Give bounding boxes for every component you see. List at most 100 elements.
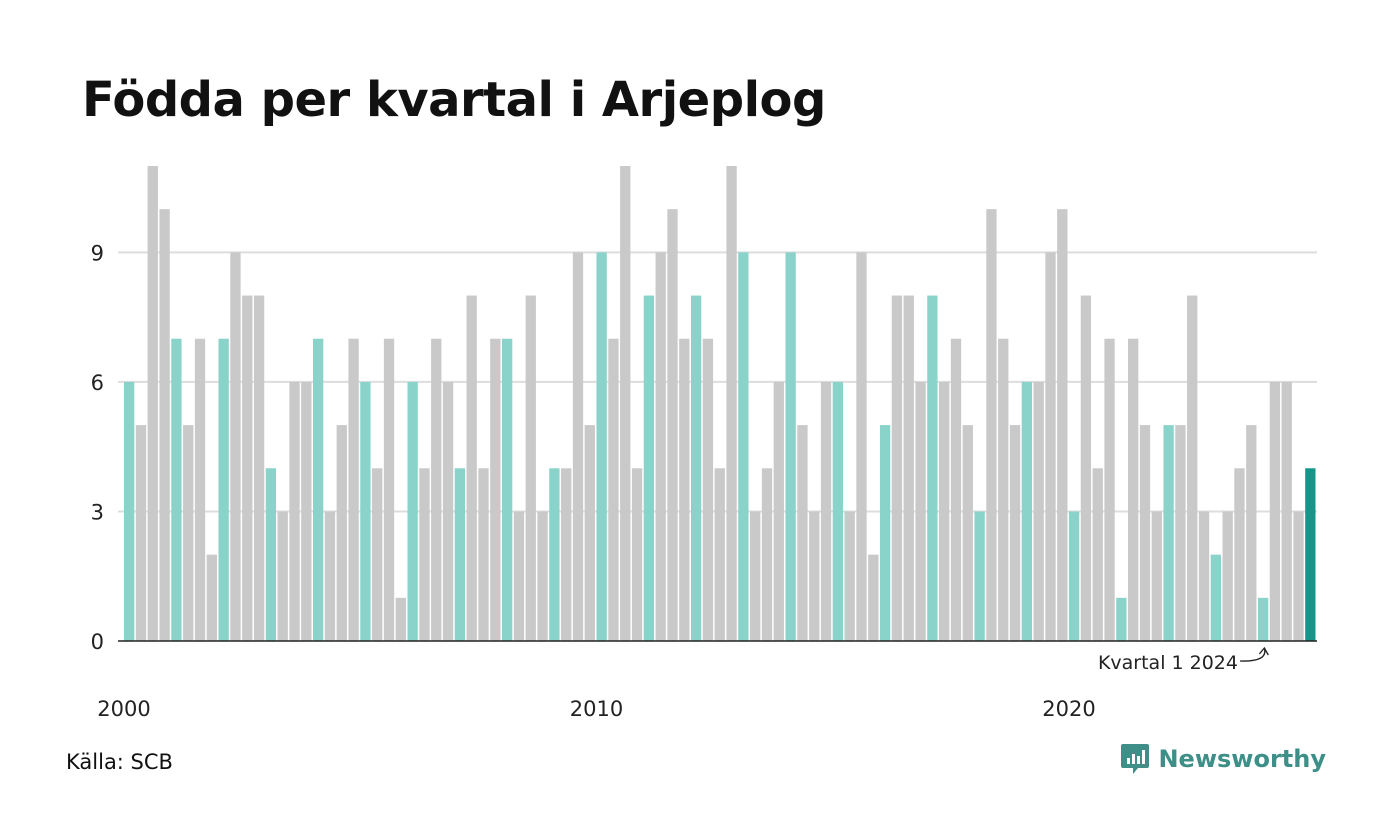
bar [608,338,619,641]
bar [277,511,288,641]
bar [868,554,879,641]
bar [750,511,761,641]
bars [124,166,1316,642]
bar [1151,511,1162,641]
bar [124,381,135,641]
bar [301,381,312,641]
bar [844,511,855,641]
bar [915,381,926,641]
bar [702,338,714,641]
bar [797,425,808,641]
bar [159,209,170,641]
bar [1175,425,1186,641]
bar [962,425,973,641]
bar [820,381,832,641]
bar [1033,381,1044,641]
bar [998,338,1009,641]
bar [312,338,324,641]
bar [891,295,903,641]
bar [230,252,241,642]
bar [1068,511,1080,641]
bar [218,338,229,641]
bar [974,511,985,641]
bar [1092,468,1103,641]
chart-title: Födda per kvartal i Arjeplog [82,72,826,128]
bar [1128,338,1139,641]
bar [206,554,217,641]
brand-logo: Newsworthy [1120,742,1326,776]
bar [690,295,702,641]
bar [761,468,773,641]
bar [927,295,938,641]
bar [1246,425,1257,641]
bar [407,381,418,641]
bar [135,425,147,641]
bar [561,468,572,641]
bar [903,295,914,641]
bar [1234,468,1245,641]
bar [289,381,300,641]
y-axis-ticks: 0 3 6 9 [91,241,104,654]
bar [714,468,725,641]
bar [1116,597,1127,641]
bar [643,295,655,641]
bar [986,209,997,641]
source-note: Källa: SCB [66,750,173,774]
bar [1163,425,1174,641]
bar [194,338,206,641]
bar [537,511,548,641]
annotation: Kvartal 1 2024 [1098,646,1269,674]
bar [253,295,265,641]
y-tick-label: 3 [91,500,104,524]
bar [785,252,796,642]
bar [596,252,607,642]
bar [1257,597,1269,641]
annotation-arrow-icon [1239,647,1266,662]
bar [631,468,643,641]
bar [431,338,442,641]
bar [1269,381,1281,641]
bar [1210,554,1221,641]
bar [773,381,784,641]
bar [1187,295,1198,641]
x-tick-label: 2010 [570,697,623,721]
bar [1009,425,1021,641]
bar [513,511,525,641]
bar [1080,295,1092,641]
bar [939,381,950,641]
x-axis-ticks: 2000 2010 2020 [97,697,1095,721]
bar [383,338,395,641]
bar [809,511,820,641]
bar [242,295,253,641]
bar [667,209,678,641]
bar [726,166,737,641]
bar [1139,425,1151,641]
bar [1021,381,1033,641]
bar [584,425,595,641]
bar [395,597,406,641]
newsworthy-logo-icon [1121,744,1150,774]
bar [549,468,560,641]
bar [1104,338,1115,641]
bar [171,338,182,641]
bar [1281,381,1292,641]
bar [147,166,158,641]
bar [832,381,844,641]
bar [466,295,477,641]
bar [324,511,336,641]
y-tick-label: 6 [91,371,104,395]
bar [879,425,891,641]
bar [183,425,194,641]
arrow-head-icon [1258,646,1269,656]
x-tick-label: 2000 [97,697,150,721]
brand-name: Newsworthy [1158,745,1326,773]
bar [1222,511,1233,641]
bar [419,468,430,641]
bar [950,338,962,641]
bar [620,166,631,641]
bar [1057,209,1068,641]
bar [360,381,371,641]
bar [655,252,666,642]
bar [1198,511,1210,641]
